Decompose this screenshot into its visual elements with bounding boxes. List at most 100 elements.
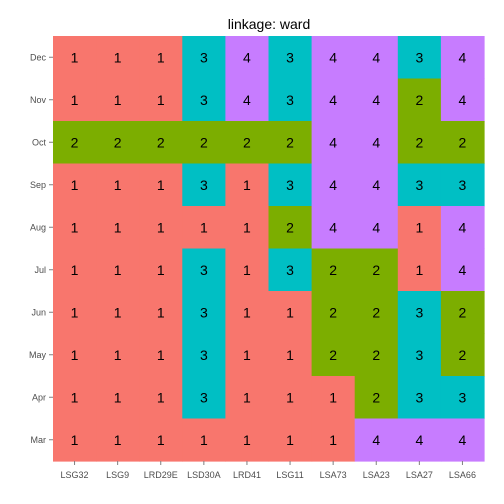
- cell-value-label: 3: [459, 177, 467, 193]
- heatmap-cell: [397, 121, 442, 165]
- heatmap-cell: [354, 163, 399, 207]
- heatmap-cell: [440, 121, 485, 165]
- heatmap-cell: [96, 248, 140, 292]
- cell-value-label: 1: [71, 389, 79, 405]
- cell-value-label: 4: [415, 432, 423, 448]
- heatmap-cell: [397, 376, 442, 420]
- heatmap-cell: [397, 206, 442, 250]
- heatmap-cell: [440, 206, 485, 250]
- heatmap-cell: [182, 418, 226, 462]
- heatmap-cell: [139, 163, 183, 207]
- cell-value-label: 2: [459, 134, 467, 150]
- heatmap-cell: [139, 333, 183, 377]
- cell-value-label: 1: [114, 49, 122, 65]
- cell-value-label: 4: [372, 92, 380, 108]
- heatmap-cell: [225, 333, 270, 377]
- cell-value-label: 1: [243, 389, 251, 405]
- x-tick-label: LSA66: [449, 470, 476, 480]
- heatmap-cell: [182, 78, 226, 122]
- cell-value-label: 1: [114, 389, 122, 405]
- cell-value-label: 2: [286, 134, 294, 150]
- cell-value-label: 1: [157, 219, 165, 235]
- cell-value-label: 1: [157, 432, 165, 448]
- x-tick-label: LSG32: [61, 470, 89, 480]
- cell-value-label: 3: [286, 262, 294, 278]
- heatmap-cell: [268, 36, 313, 80]
- cell-value-label: 4: [459, 92, 467, 108]
- heatmap-cell: [311, 291, 356, 335]
- cell-value-label: 3: [200, 49, 208, 65]
- heatmap-cell: [440, 376, 485, 420]
- cell-value-label: 1: [415, 262, 423, 278]
- heatmap-cell: [354, 376, 399, 420]
- cell-value-label: 4: [459, 49, 467, 65]
- cell-value-label: 4: [329, 92, 337, 108]
- heatmap-cell: [268, 248, 313, 292]
- cell-value-label: 1: [71, 177, 79, 193]
- cell-value-label: 3: [286, 177, 294, 193]
- heatmap-cell: [354, 121, 399, 165]
- cell-value-label: 2: [459, 347, 467, 363]
- cell-value-label: 2: [329, 347, 337, 363]
- heatmap-cell: [139, 78, 183, 122]
- cell-value-label: 3: [200, 177, 208, 193]
- heatmap-cell: [96, 36, 140, 80]
- cell-value-label: 4: [243, 92, 251, 108]
- heatmap-cell: [139, 418, 183, 462]
- x-tick-label: LSG11: [276, 470, 303, 480]
- cell-value-label: 4: [459, 219, 467, 235]
- heatmap-cell: [311, 121, 356, 165]
- cell-value-label: 3: [200, 389, 208, 405]
- cell-value-label: 1: [329, 389, 337, 405]
- heatmap-cell: [397, 333, 442, 377]
- heatmap-cell: [268, 78, 313, 122]
- heatmap-cell: [225, 163, 270, 207]
- cell-value-label: 1: [286, 389, 294, 405]
- heatmap-cell: [225, 36, 270, 80]
- heatmap-cell: [96, 206, 140, 250]
- heatmap-cell: [397, 78, 442, 122]
- cell-value-label: 1: [200, 432, 208, 448]
- heatmap-cell: [268, 163, 313, 207]
- y-tick-label: Dec: [30, 52, 47, 62]
- heatmap-cell: [225, 291, 270, 335]
- heatmap-cell: [311, 418, 356, 462]
- heatmap-cell: [397, 248, 442, 292]
- heatmap-cell: [53, 291, 97, 335]
- cell-value-label: 1: [71, 262, 79, 278]
- x-tick-label: LSA27: [406, 470, 433, 480]
- heatmap-cell: [440, 418, 485, 462]
- cell-value-label: 2: [372, 347, 380, 363]
- cell-value-label: 4: [372, 134, 380, 150]
- cell-value-label: 1: [114, 347, 122, 363]
- cell-value-label: 3: [459, 389, 467, 405]
- heatmap-cell: [354, 78, 399, 122]
- heatmap-cell: [182, 163, 226, 207]
- cell-value-label: 1: [200, 219, 208, 235]
- heatmap-cell: [225, 121, 270, 165]
- cell-value-label: 1: [286, 347, 294, 363]
- heatmap-cell: [53, 206, 97, 250]
- cell-value-label: 3: [200, 347, 208, 363]
- cell-value-label: 4: [372, 432, 380, 448]
- cell-value-label: 1: [114, 304, 122, 320]
- cell-value-label: 3: [286, 49, 294, 65]
- heatmap-cell: [53, 248, 97, 292]
- cell-value-label: 1: [286, 432, 294, 448]
- heatmap-cell: [354, 418, 399, 462]
- heatmap-cell: [311, 206, 356, 250]
- cell-value-label: 2: [200, 134, 208, 150]
- heatmap-cell: [397, 291, 442, 335]
- x-tick-label: LSD30A: [187, 470, 221, 480]
- cell-value-label: 4: [372, 49, 380, 65]
- cell-value-label: 3: [286, 92, 294, 108]
- heatmap-cell: [311, 333, 356, 377]
- heatmap-cell: [440, 78, 485, 122]
- cell-value-label: 3: [200, 92, 208, 108]
- cell-value-label: 1: [286, 304, 294, 320]
- y-tick-label: Aug: [30, 222, 46, 232]
- cell-value-label: 2: [286, 219, 294, 235]
- heatmap-cell: [354, 206, 399, 250]
- heatmap-cell: [268, 291, 313, 335]
- cell-value-label: 4: [329, 219, 337, 235]
